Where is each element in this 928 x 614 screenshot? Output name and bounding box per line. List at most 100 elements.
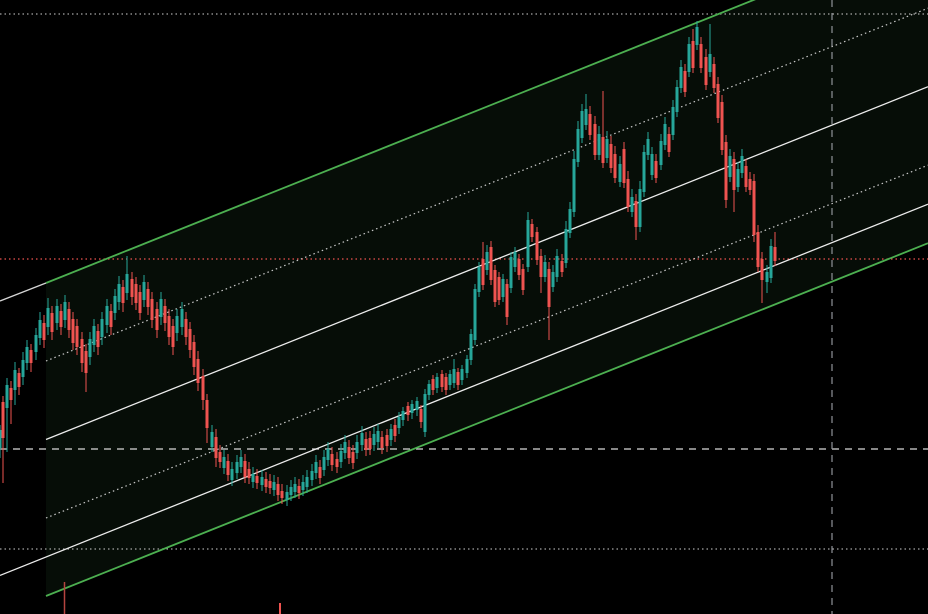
parallel-channel-drawing[interactable] bbox=[0, 0, 928, 597]
candle bbox=[347, 440, 351, 464]
candle-body bbox=[260, 477, 264, 485]
candle bbox=[444, 373, 448, 395]
candle-body bbox=[301, 482, 305, 490]
candle-body bbox=[268, 481, 272, 488]
candle bbox=[389, 424, 393, 446]
candle bbox=[720, 95, 724, 155]
horizontal-reference-lines[interactable] bbox=[0, 13, 928, 550]
candle bbox=[360, 426, 364, 451]
candle bbox=[560, 254, 564, 277]
candle bbox=[318, 460, 322, 484]
candle-body bbox=[276, 484, 280, 495]
candle-body bbox=[415, 401, 419, 410]
candle bbox=[509, 252, 513, 293]
channel-upper-left-extension[interactable] bbox=[0, 282, 47, 302]
candle-body bbox=[630, 197, 634, 212]
candle-body bbox=[687, 44, 691, 72]
candle bbox=[142, 275, 146, 307]
candle-body bbox=[435, 377, 439, 388]
candle bbox=[630, 189, 634, 217]
candle-body bbox=[218, 452, 222, 462]
candle bbox=[146, 282, 150, 315]
candle-body bbox=[171, 326, 175, 347]
candle-body bbox=[667, 134, 671, 152]
candle bbox=[593, 116, 597, 160]
candle bbox=[699, 37, 703, 73]
candle bbox=[314, 455, 318, 479]
candle-body bbox=[150, 299, 154, 320]
candle bbox=[440, 370, 444, 392]
candle-body bbox=[29, 350, 33, 363]
candle bbox=[67, 302, 71, 338]
candle bbox=[568, 202, 572, 238]
candle-body bbox=[485, 252, 489, 270]
candle bbox=[477, 262, 481, 297]
candle-body bbox=[626, 179, 630, 207]
candle bbox=[580, 104, 584, 143]
candle-body bbox=[175, 316, 179, 333]
candle bbox=[105, 299, 109, 333]
candle bbox=[247, 462, 251, 484]
candle bbox=[535, 227, 539, 265]
candle-body bbox=[724, 142, 728, 200]
candle-body bbox=[50, 313, 54, 332]
candle-body bbox=[280, 491, 284, 498]
candle-body bbox=[163, 306, 167, 323]
candle-body bbox=[526, 220, 530, 267]
candle bbox=[155, 302, 159, 338]
candle-body bbox=[489, 247, 493, 280]
candle bbox=[138, 285, 142, 320]
channel-upper-line[interactable] bbox=[45, 0, 928, 284]
candle bbox=[505, 279, 509, 325]
candle-body bbox=[406, 406, 410, 415]
candle-body bbox=[744, 166, 748, 187]
candle bbox=[431, 375, 435, 395]
candle-body bbox=[113, 296, 117, 313]
candle-body bbox=[683, 71, 687, 92]
candle bbox=[96, 324, 100, 355]
candle-body bbox=[465, 359, 469, 373]
candle bbox=[679, 60, 683, 93]
candle-body bbox=[460, 369, 464, 380]
candle bbox=[268, 474, 272, 494]
candle-body bbox=[704, 57, 708, 85]
candle-body bbox=[343, 442, 347, 453]
candle-body bbox=[663, 124, 667, 145]
candle-body bbox=[180, 309, 184, 327]
candle bbox=[109, 304, 113, 335]
candle bbox=[121, 280, 125, 312]
candle bbox=[659, 134, 663, 170]
candle bbox=[419, 405, 423, 428]
candle bbox=[285, 485, 289, 506]
candle bbox=[572, 151, 576, 217]
candle-body bbox=[372, 434, 376, 445]
candle-body bbox=[732, 159, 736, 190]
candle bbox=[521, 264, 525, 295]
channel-seven-eighths-line[interactable] bbox=[0, 203, 928, 577]
candle bbox=[368, 431, 372, 455]
candle-body bbox=[605, 139, 609, 158]
channel-quartile-lower-line[interactable] bbox=[45, 164, 928, 519]
candle bbox=[214, 429, 218, 467]
candle bbox=[42, 315, 46, 348]
candle bbox=[626, 171, 630, 212]
candle-body bbox=[368, 438, 372, 449]
candle bbox=[272, 475, 276, 496]
candle bbox=[740, 149, 744, 178]
candle bbox=[704, 49, 708, 90]
channel-lower-line[interactable] bbox=[45, 242, 928, 597]
candle bbox=[201, 369, 205, 410]
candle-body bbox=[593, 124, 597, 155]
candle-body bbox=[335, 459, 339, 467]
candle bbox=[326, 442, 330, 466]
candle-body bbox=[155, 309, 159, 330]
candle bbox=[184, 312, 188, 345]
candle bbox=[397, 412, 401, 434]
candle-body bbox=[272, 482, 276, 490]
channel-quartile-upper-line[interactable] bbox=[45, 7, 928, 362]
candle bbox=[196, 351, 200, 391]
candle-body bbox=[551, 272, 555, 287]
candle bbox=[192, 335, 196, 375]
